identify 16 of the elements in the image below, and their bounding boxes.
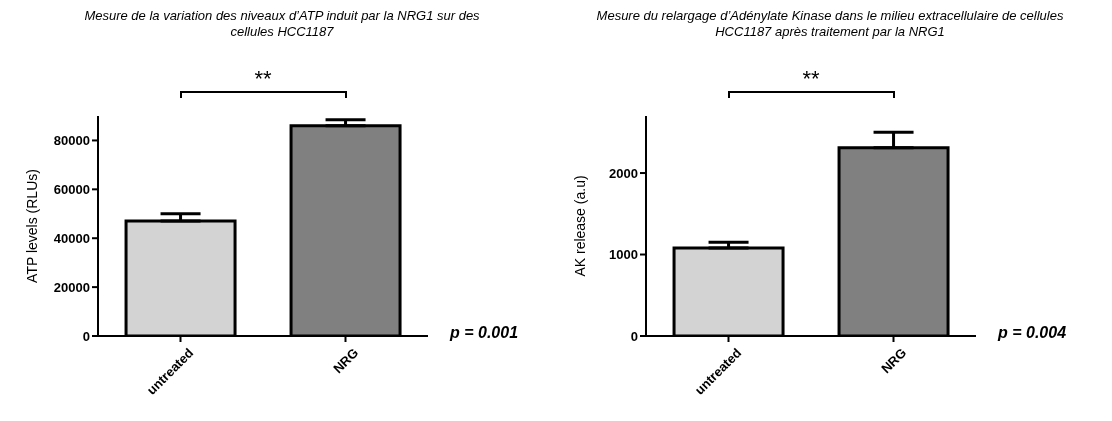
chart-title: Mesure du relargage d’Adénylate Kinase dans le milieu extracellulaire de cellules HCC1187 après traitement par la NRG1 <box>595 8 1065 41</box>
y-tick-label: 0 <box>82 328 90 344</box>
y-tick-label: 80000 <box>53 133 90 149</box>
text: p = 0.004 <box>998 324 1067 342</box>
text: ** <box>801 66 821 92</box>
text: ** <box>253 66 273 92</box>
y-tick-label: 60000 <box>53 181 90 197</box>
y-tick-label: 1000 <box>609 247 638 263</box>
y-tick-label: 20000 <box>53 279 90 295</box>
text: p = 0.001 <box>450 324 519 342</box>
y-axis-title: ATP levels (RLUs) <box>23 169 40 283</box>
y-tick-label: 2000 <box>609 165 638 181</box>
y-tick-label: 40000 <box>53 230 90 246</box>
y-axis-title: AK release (a.u) <box>571 175 588 277</box>
chart-title: Mesure de la variation des niveaux d’ATP induit par la NRG1 sur des cellules HCC1187 <box>83 8 481 41</box>
y-tick-label: 0 <box>630 328 638 344</box>
